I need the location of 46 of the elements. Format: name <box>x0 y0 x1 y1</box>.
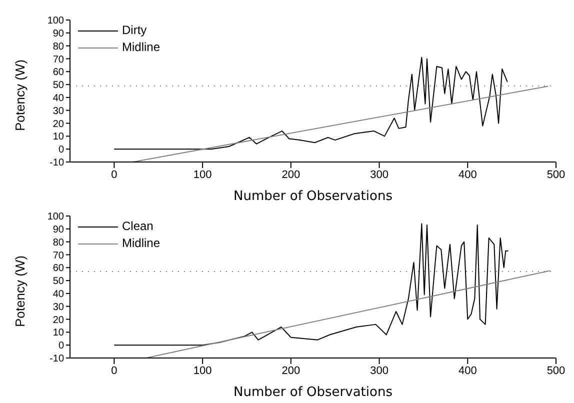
x-axis-title: Number of Observations <box>234 189 393 204</box>
x-tick-label: 400 <box>458 168 477 181</box>
x-tick-label: 400 <box>458 364 477 377</box>
y-tick-label: 40 <box>52 289 64 300</box>
y-tick-label: 90 <box>52 224 64 236</box>
x-tick-label: 300 <box>370 168 388 181</box>
y-tick-label: 30 <box>52 302 64 313</box>
y-axis-title: Potency (W) <box>12 255 28 327</box>
legend-label: Dirty <box>122 22 147 39</box>
y-tick-label: 80 <box>52 41 64 52</box>
y-tick-label: -10 <box>50 158 64 169</box>
legend-label: Clean <box>122 218 154 235</box>
y-tick-label: 100 <box>47 16 64 27</box>
x-tick-label: 500 <box>546 364 566 377</box>
x-tick-label: 300 <box>370 364 388 377</box>
x-tick-label: 500 <box>546 168 566 181</box>
legend-label: Midline <box>122 235 160 252</box>
x-tick-label: 200 <box>282 364 300 377</box>
line-series <box>114 223 509 346</box>
legend-label: Midline <box>122 39 160 56</box>
y-tick-label: 0 <box>58 144 64 156</box>
x-axis-title: Number of Observations <box>234 385 393 400</box>
y-tick-label: 40 <box>52 93 64 104</box>
y-tick-label: 10 <box>52 132 64 143</box>
y-tick-label: 20 <box>52 314 64 326</box>
x-tick-label: 100 <box>193 364 212 377</box>
y-tick-label: 100 <box>47 212 64 223</box>
y-tick-label: 30 <box>52 106 64 117</box>
y-tick-label: 70 <box>52 250 64 262</box>
y-tick-label: 50 <box>52 276 64 288</box>
y-axis-title: Potency (W) <box>12 59 28 131</box>
y-tick-label: 60 <box>52 263 64 274</box>
y-tick-label: 50 <box>52 80 64 92</box>
y-tick-label: 70 <box>52 54 64 66</box>
y-tick-label: 60 <box>52 67 64 78</box>
y-tick-label: 20 <box>52 118 64 130</box>
x-tick-label: 100 <box>193 168 212 181</box>
x-tick-label: 200 <box>282 168 300 181</box>
y-tick-label: 0 <box>58 340 64 352</box>
x-tick-label: 0 <box>111 168 118 181</box>
y-tick-label: 80 <box>52 237 64 248</box>
y-tick-label: 90 <box>52 28 64 40</box>
x-tick-label: 0 <box>111 364 118 377</box>
y-tick-label: -10 <box>50 354 64 365</box>
y-tick-label: 10 <box>52 328 64 339</box>
line-series <box>114 56 508 150</box>
